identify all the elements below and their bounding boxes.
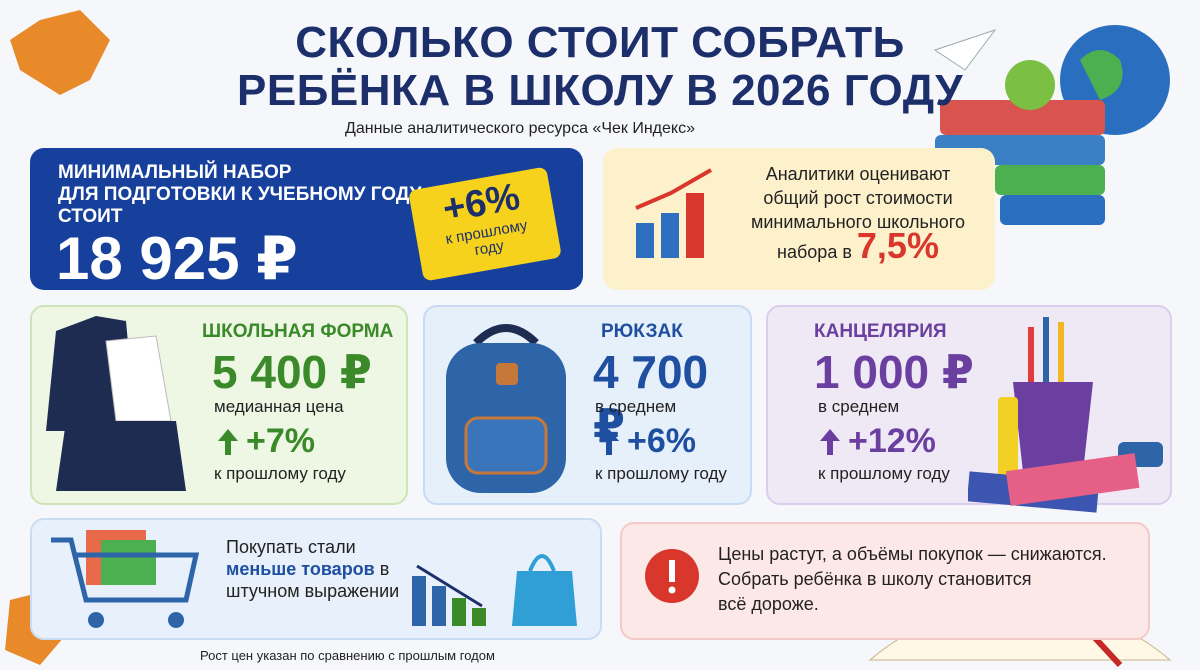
illustration-shape <box>1058 322 1064 407</box>
text-line: общий рост стоимости <box>763 188 953 208</box>
analytics-card: Аналитики оценивают общий рост стоимости… <box>603 148 995 290</box>
category-change: +6% <box>627 422 696 460</box>
growth-icon <box>635 168 712 258</box>
illustration-shape <box>472 608 486 626</box>
warning-text: Цены растут, а объёмы покупок — снижаютс… <box>718 542 1107 617</box>
illustration-shape <box>1005 453 1140 506</box>
illustration-shape <box>101 540 156 585</box>
main-label: МИНИМАЛЬНЫЙ НАБОР ДЛЯ ПОДГОТОВКИ К УЧЕБН… <box>58 162 421 228</box>
text-line: всё дороже. <box>718 594 819 614</box>
illustration-shape <box>168 612 184 628</box>
cart-image <box>51 530 200 628</box>
text-emphasis: меньше товаров <box>226 559 375 579</box>
up-arrow <box>820 429 840 455</box>
text-part: набора в <box>777 242 852 262</box>
illustration-shape <box>669 560 675 582</box>
illustration-shape <box>933 29 997 71</box>
illustration-shape <box>1000 195 1105 225</box>
change-caption: к прошлому году <box>818 464 950 483</box>
category-caption: в среднем <box>818 397 900 416</box>
illustration-shape <box>10 10 110 95</box>
title-line: СКОЛЬКО СТОИТ СОБРАТЬ <box>295 18 905 67</box>
up-arrow <box>218 429 238 455</box>
illustration-shape <box>998 397 1018 477</box>
category-change: +7% <box>246 422 315 460</box>
warning-icon <box>645 549 699 603</box>
illustration-shape <box>105 335 172 422</box>
category-card: РЮКЗАК 4 700 ₽ в среднем +6% к прошлому … <box>423 305 752 505</box>
category-title: КАНЦЕЛЯРИЯ <box>814 321 947 342</box>
stationery-image <box>968 317 1163 513</box>
subtitle: Данные аналитического ресурса «Чек Индек… <box>345 120 695 137</box>
category-price: 4 700 ₽ <box>593 346 709 452</box>
change-caption: к прошлому году <box>214 464 346 483</box>
category-caption: в среднем <box>595 397 677 416</box>
category-card: ШКОЛЬНАЯ ФОРМА 5 400 ₽ медианная цена +7… <box>30 305 408 505</box>
category-price: 1 000 ₽ <box>814 346 974 398</box>
category-price: 5 400 ₽ <box>212 346 372 398</box>
uniform-image <box>46 316 186 491</box>
text-line: набора в 7,5% <box>733 228 983 264</box>
category-title: РЮКЗАК <box>601 321 683 342</box>
title-line: РЕБЁНКА В ШКОЛУ В 2026 ГОДУ <box>237 66 963 115</box>
text-line: Аналитики оценивают <box>765 164 951 184</box>
illustration-shape <box>686 193 704 258</box>
illustration-shape <box>51 537 200 603</box>
text-part: в штучном выражении <box>226 559 400 601</box>
illustration-shape <box>218 429 238 455</box>
illustration-shape <box>416 564 483 608</box>
analytics-value: 7,5% <box>856 225 939 266</box>
warning-card: Цены растут, а объёмы покупок — снижаютс… <box>620 522 1150 640</box>
text-line: Собрать ребёнка в школу становится <box>718 569 1032 589</box>
illustration-shape <box>1028 327 1034 407</box>
backpack-image <box>446 324 566 493</box>
price-tag: +6% к прошлому году <box>408 166 562 282</box>
up-arrow <box>599 429 619 455</box>
purchases-card: Покупать стали меньше товаров в штучном … <box>30 518 602 640</box>
illustration-shape <box>820 429 840 455</box>
illustration-shape <box>452 598 466 626</box>
illustration-shape <box>661 213 679 258</box>
label-line: ДЛЯ ПОДГОТОВКИ К УЧЕБНОМУ ГОДУ <box>58 184 422 205</box>
text-line: минимального школьного <box>751 212 965 232</box>
category-card: КАНЦЕЛЯРИЯ 1 000 ₽ в среднем +12% к прош… <box>766 305 1172 513</box>
illustration-shape <box>635 168 712 210</box>
category-caption: медианная цена <box>214 397 344 416</box>
illustration-shape <box>1013 382 1093 472</box>
main-price: 18 925 ₽ <box>56 225 298 292</box>
illustration-shape <box>940 100 1105 135</box>
illustration-shape <box>432 586 446 626</box>
illustration-shape <box>1043 317 1049 407</box>
illustration-shape <box>636 223 654 258</box>
illustration-shape <box>1080 50 1123 100</box>
text-part: Покупать стали <box>226 537 356 557</box>
illustration-shape <box>88 612 104 628</box>
footnote: Рост цен указан по сравнению с прошлым г… <box>200 648 495 663</box>
illustration-shape <box>528 554 556 572</box>
illustration-shape <box>1005 60 1055 110</box>
decline-icon <box>412 554 577 626</box>
category-change: +12% <box>848 422 936 460</box>
change-caption: к прошлому году <box>595 464 727 483</box>
illustration-shape <box>464 416 548 475</box>
analytics-text: Аналитики оценивают общий рост стоимости… <box>733 162 983 264</box>
illustration-shape <box>995 165 1105 195</box>
illustration-shape <box>668 586 676 594</box>
illustration-shape <box>56 421 186 491</box>
label-line: СТОИТ <box>58 206 123 227</box>
illustration-shape <box>599 429 619 455</box>
label-line: МИНИМАЛЬНЫЙ НАБОР <box>58 162 292 183</box>
text-line: Цены растут, а объёмы покупок — снижаютс… <box>718 544 1107 564</box>
illustration-shape <box>512 571 577 626</box>
category-title: ШКОЛЬНАЯ ФОРМА <box>202 321 394 342</box>
purchases-text: Покупать стали меньше товаров в штучном … <box>226 536 426 602</box>
illustration-shape <box>473 324 539 346</box>
illustration-shape <box>412 576 426 626</box>
illustration-shape <box>496 363 518 385</box>
main-card: МИНИМАЛЬНЫЙ НАБОР ДЛЯ ПОДГОТОВКИ К УЧЕБН… <box>30 148 583 292</box>
